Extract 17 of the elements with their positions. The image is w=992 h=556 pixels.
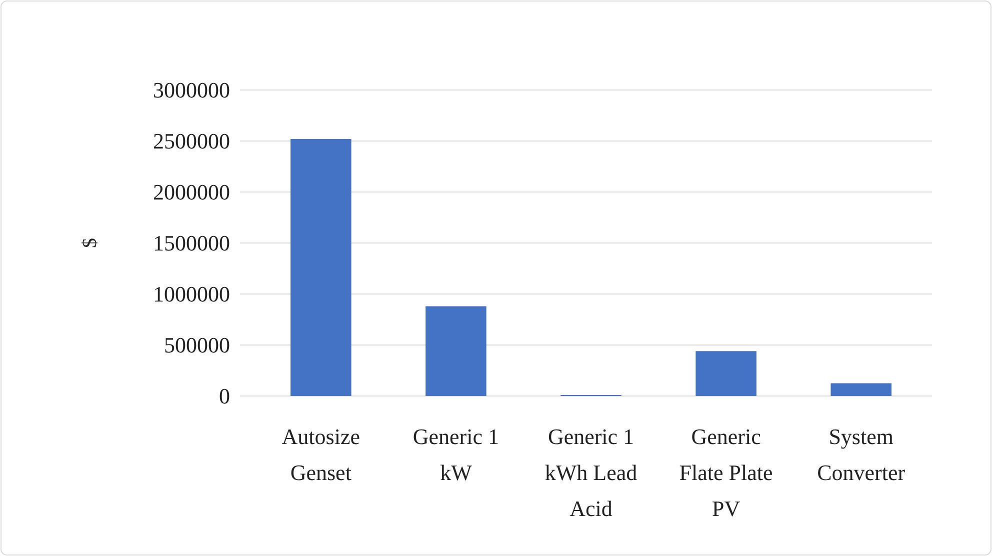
- y-tick-label: 0: [219, 384, 230, 409]
- y-tick-label: 2500000: [153, 128, 230, 154]
- x-tick-label: Generic Flate Plate PV: [679, 424, 773, 521]
- y-tick-label: 2000000: [153, 180, 230, 205]
- x-tick-label: Autosize Genset: [282, 424, 360, 485]
- bar: [290, 138, 352, 396]
- bar: [696, 351, 756, 396]
- y-tick-label: 500000: [164, 332, 230, 358]
- x-tick-label: Generic 1 kW: [412, 424, 500, 485]
- x-tick-label: System Converter: [817, 424, 906, 485]
- y-tick-label: 1000000: [153, 282, 230, 307]
- bar: [426, 306, 486, 396]
- y-tick-label: 3000000: [153, 78, 230, 103]
- y-tick-label: 1500000: [153, 230, 230, 256]
- y-axis-title: $: [79, 238, 101, 248]
- bar: [830, 383, 892, 396]
- x-tick-label: Generic 1 kWh Lead Acid: [544, 424, 638, 521]
